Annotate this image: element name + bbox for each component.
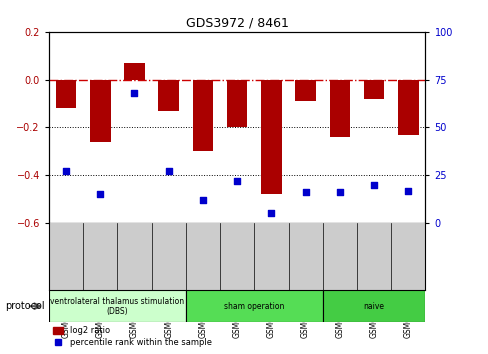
Point [301,190,309,195]
Point [335,190,343,195]
Bar [158,80,179,111]
Point [404,188,411,193]
Bar [226,80,247,127]
Legend: log2 ratio, percentile rank within the sample: log2 ratio, percentile rank within the s… [53,326,211,347]
Bar [90,80,110,142]
Point [164,169,172,174]
Title: GDS3972 / 8461: GDS3972 / 8461 [185,16,288,29]
Bar [56,80,76,108]
Point [96,192,104,197]
Bar [363,80,384,99]
Text: ventrolateral thalamus stimulation
(DBS): ventrolateral thalamus stimulation (DBS) [50,297,184,316]
Bar [397,80,418,135]
Text: naive: naive [363,302,384,311]
Bar [185,290,322,322]
Point [62,169,70,174]
Point [130,90,138,96]
Text: protocol: protocol [5,301,44,311]
Bar [322,290,425,322]
Point [267,211,275,216]
Point [199,197,206,203]
Point [369,182,377,188]
Bar [49,290,185,322]
Point [233,178,241,184]
Bar [261,80,281,194]
Bar [192,80,213,152]
Bar [124,63,144,80]
Bar [329,80,349,137]
Bar [295,80,315,101]
Text: sham operation: sham operation [224,302,284,311]
